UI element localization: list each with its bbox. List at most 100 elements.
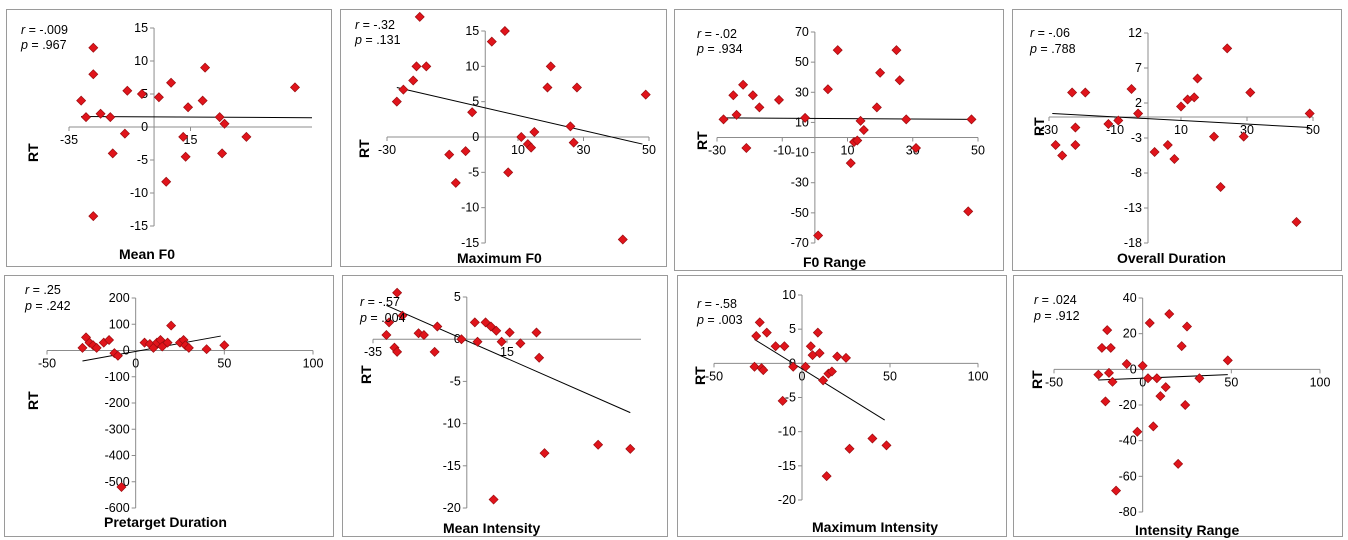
x-tick-label: 100 xyxy=(1310,375,1331,389)
data-point xyxy=(421,61,432,72)
r-statistic: r = -.58 xyxy=(697,297,737,311)
y-axis-label: RT xyxy=(25,391,41,410)
data-point xyxy=(855,115,866,126)
data-point xyxy=(844,443,855,454)
x-tick-label: -10 xyxy=(773,144,791,158)
data-point xyxy=(770,341,781,352)
data-point xyxy=(219,340,230,351)
data-point xyxy=(161,176,172,187)
y-tick-label: -300 xyxy=(105,422,130,436)
y-tick-label: -10 xyxy=(778,425,796,439)
y-axis-label: RT xyxy=(1029,370,1045,389)
y-tick-label: 200 xyxy=(109,291,130,305)
data-point xyxy=(491,325,502,336)
data-point xyxy=(1093,369,1104,380)
data-point xyxy=(1162,140,1173,150)
data-point xyxy=(485,321,496,332)
y-tick-label: -20 xyxy=(778,493,796,507)
y-tick-label: -10 xyxy=(443,417,461,431)
data-point xyxy=(166,77,177,88)
data-point xyxy=(429,346,440,357)
data-point xyxy=(241,131,252,142)
y-tick-label: -40 xyxy=(1119,434,1137,448)
data-point xyxy=(219,118,230,129)
y-tick-label: 5 xyxy=(454,290,461,304)
x-tick-label: 50 xyxy=(971,144,985,158)
data-point xyxy=(1144,317,1155,328)
p-statistic: p = .003 xyxy=(697,313,743,327)
data-point xyxy=(814,348,825,359)
y-tick-label: -15 xyxy=(778,459,796,473)
data-point xyxy=(1304,108,1315,119)
data-point xyxy=(178,131,189,142)
x-axis-label: Maximum Intensity xyxy=(812,519,939,535)
y-tick-label: 30 xyxy=(795,85,809,99)
y-tick-label: 70 xyxy=(795,25,809,39)
data-point xyxy=(749,361,760,372)
trend-line xyxy=(386,304,631,414)
data-point xyxy=(1148,421,1159,432)
data-point xyxy=(392,287,403,298)
data-point xyxy=(107,148,118,159)
data-point xyxy=(1194,373,1205,384)
data-point xyxy=(747,90,758,101)
data-point xyxy=(800,361,811,372)
y-tick-label: -60 xyxy=(1119,469,1137,483)
data-point xyxy=(1192,73,1203,84)
data-point xyxy=(565,121,576,132)
x-tick-label: 50 xyxy=(642,143,656,157)
data-point xyxy=(486,36,497,47)
data-point xyxy=(1164,309,1175,320)
data-point xyxy=(1096,342,1107,353)
x-tick-label: 0 xyxy=(799,369,806,383)
y-tick-label: -10 xyxy=(791,146,809,160)
y-tick-label: -8 xyxy=(1131,166,1142,180)
y-tick-label: 0 xyxy=(123,344,130,358)
data-point xyxy=(821,471,832,482)
data-point xyxy=(88,211,99,222)
data-point xyxy=(391,96,402,107)
x-tick-label: -30 xyxy=(708,144,726,158)
data-point xyxy=(116,482,127,492)
data-point xyxy=(480,317,491,328)
p-statistic: p = .934 xyxy=(697,42,743,56)
data-point xyxy=(112,350,123,361)
x-tick-label: 50 xyxy=(883,369,897,383)
data-point xyxy=(1180,400,1191,410)
data-point xyxy=(503,167,514,178)
data-point xyxy=(1176,101,1186,112)
data-point xyxy=(1102,325,1113,336)
data-point xyxy=(800,112,811,123)
y-tick-label: -5 xyxy=(450,374,461,388)
data-point xyxy=(119,128,130,139)
y-tick-label: 50 xyxy=(795,55,809,69)
y-tick-label: 10 xyxy=(134,54,148,68)
data-point xyxy=(731,109,742,120)
data-point xyxy=(1111,485,1122,496)
data-point xyxy=(777,395,788,406)
data-point xyxy=(1149,147,1160,157)
x-tick-label: -30 xyxy=(1040,123,1058,137)
data-point xyxy=(180,151,191,162)
data-point xyxy=(1222,355,1233,366)
y-tick-label: 15 xyxy=(134,21,148,35)
x-tick-label: 100 xyxy=(968,369,989,383)
x-axis-label: Overall Duration xyxy=(1117,250,1226,266)
data-point xyxy=(822,84,833,95)
y-axis-label: RT xyxy=(356,139,372,158)
y-tick-label: 2 xyxy=(1135,96,1142,110)
data-point xyxy=(529,127,540,138)
y-tick-label: -600 xyxy=(105,501,130,515)
data-point xyxy=(469,317,480,328)
data-point xyxy=(1103,119,1114,129)
y-tick-label: -15 xyxy=(461,236,479,250)
x-tick-label: 15 xyxy=(500,345,514,359)
y-tick-label: 10 xyxy=(465,59,479,73)
data-point xyxy=(418,329,429,340)
data-point xyxy=(1160,382,1171,393)
p-statistic: p = .004 xyxy=(360,311,406,325)
r-statistic: r = -.009 xyxy=(21,23,68,37)
data-point xyxy=(136,89,147,99)
